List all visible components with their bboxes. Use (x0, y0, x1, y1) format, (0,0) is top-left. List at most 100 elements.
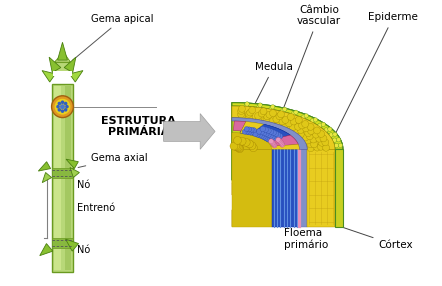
Circle shape (239, 105, 245, 112)
Circle shape (266, 136, 271, 142)
Circle shape (322, 139, 329, 146)
Text: Floema
primário: Floema primário (284, 219, 329, 250)
Polygon shape (307, 149, 335, 227)
Circle shape (333, 132, 337, 136)
Circle shape (252, 131, 258, 137)
Polygon shape (70, 167, 80, 178)
Polygon shape (64, 57, 76, 73)
Circle shape (336, 138, 341, 142)
Polygon shape (232, 183, 335, 227)
Polygon shape (57, 42, 68, 60)
Circle shape (247, 130, 251, 135)
Polygon shape (271, 149, 299, 227)
Circle shape (304, 114, 309, 118)
Circle shape (56, 105, 60, 108)
Circle shape (232, 142, 240, 150)
Polygon shape (52, 239, 73, 248)
Circle shape (329, 133, 333, 137)
Polygon shape (232, 149, 271, 227)
Circle shape (276, 113, 283, 120)
Circle shape (278, 140, 283, 145)
Circle shape (244, 126, 249, 132)
Circle shape (258, 110, 265, 117)
Polygon shape (271, 144, 299, 149)
Circle shape (332, 138, 337, 142)
Circle shape (245, 102, 249, 106)
Circle shape (334, 143, 339, 148)
Circle shape (277, 133, 283, 139)
Circle shape (323, 144, 330, 151)
Circle shape (266, 111, 273, 118)
Circle shape (282, 116, 289, 124)
Circle shape (61, 100, 64, 104)
Circle shape (270, 140, 274, 144)
Circle shape (263, 131, 269, 136)
Polygon shape (232, 103, 343, 149)
Circle shape (238, 111, 244, 118)
Circle shape (279, 141, 284, 146)
Circle shape (271, 105, 275, 109)
Circle shape (316, 135, 323, 142)
Circle shape (244, 104, 249, 108)
Text: Entrenó: Entrenó (77, 203, 115, 213)
Circle shape (263, 116, 270, 123)
Circle shape (238, 108, 244, 114)
Circle shape (280, 142, 285, 147)
Polygon shape (240, 122, 263, 135)
Text: Gema apical: Gema apical (72, 13, 154, 60)
Circle shape (328, 127, 332, 131)
Circle shape (277, 138, 282, 143)
Text: Gema axial: Gema axial (78, 153, 148, 168)
Polygon shape (271, 135, 298, 146)
Polygon shape (49, 57, 61, 73)
Polygon shape (232, 133, 271, 149)
Polygon shape (299, 149, 307, 227)
Circle shape (318, 123, 322, 128)
Polygon shape (42, 71, 55, 82)
Polygon shape (240, 124, 261, 135)
Polygon shape (52, 168, 73, 178)
Circle shape (321, 122, 325, 126)
Circle shape (248, 130, 253, 135)
Polygon shape (65, 239, 79, 251)
Circle shape (270, 134, 275, 140)
Text: Epiderme: Epiderme (336, 13, 418, 133)
Circle shape (273, 116, 280, 123)
Circle shape (273, 131, 279, 136)
Circle shape (314, 144, 320, 151)
Circle shape (235, 144, 243, 152)
Circle shape (257, 132, 263, 138)
Text: Córtex: Córtex (320, 220, 413, 250)
Text: Medula: Medula (240, 62, 293, 134)
Circle shape (259, 129, 264, 135)
Circle shape (257, 104, 261, 109)
Polygon shape (232, 106, 335, 149)
Circle shape (276, 120, 283, 126)
Circle shape (64, 108, 68, 112)
Polygon shape (253, 124, 290, 140)
Circle shape (293, 127, 300, 134)
Circle shape (234, 143, 242, 151)
Circle shape (238, 137, 246, 145)
Circle shape (266, 132, 271, 138)
Polygon shape (40, 244, 53, 256)
Circle shape (242, 129, 247, 134)
Circle shape (270, 110, 276, 117)
Polygon shape (335, 149, 343, 227)
Polygon shape (251, 124, 290, 141)
Circle shape (247, 109, 254, 116)
Circle shape (307, 123, 314, 130)
Circle shape (249, 107, 255, 114)
Circle shape (287, 114, 294, 120)
Circle shape (286, 120, 293, 127)
Circle shape (259, 133, 264, 139)
Polygon shape (232, 210, 271, 227)
Circle shape (275, 132, 281, 138)
Circle shape (263, 127, 268, 132)
Circle shape (249, 127, 254, 132)
Text: Nó: Nó (77, 245, 91, 255)
Circle shape (338, 143, 343, 148)
Circle shape (272, 143, 277, 148)
Polygon shape (53, 71, 72, 76)
Circle shape (282, 107, 287, 112)
